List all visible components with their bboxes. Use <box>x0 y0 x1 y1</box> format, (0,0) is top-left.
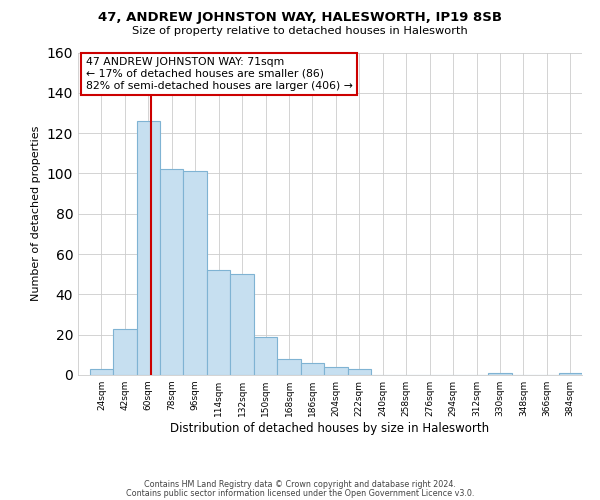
Bar <box>488 373 512 375</box>
Bar <box>301 363 324 375</box>
Bar <box>324 367 347 375</box>
Bar <box>254 336 277 375</box>
Bar <box>90 369 113 375</box>
Text: 47 ANDREW JOHNSTON WAY: 71sqm
← 17% of detached houses are smaller (86)
82% of s: 47 ANDREW JOHNSTON WAY: 71sqm ← 17% of d… <box>86 58 352 90</box>
Bar <box>184 172 207 375</box>
Bar <box>230 274 254 375</box>
Bar <box>207 270 230 375</box>
Bar <box>160 170 184 375</box>
Bar <box>347 369 371 375</box>
Text: Contains public sector information licensed under the Open Government Licence v3: Contains public sector information licen… <box>126 488 474 498</box>
Y-axis label: Number of detached properties: Number of detached properties <box>31 126 41 302</box>
Bar <box>559 373 582 375</box>
X-axis label: Distribution of detached houses by size in Halesworth: Distribution of detached houses by size … <box>170 422 490 435</box>
Bar <box>137 121 160 375</box>
Text: 47, ANDREW JOHNSTON WAY, HALESWORTH, IP19 8SB: 47, ANDREW JOHNSTON WAY, HALESWORTH, IP1… <box>98 11 502 24</box>
Text: Size of property relative to detached houses in Halesworth: Size of property relative to detached ho… <box>132 26 468 36</box>
Bar <box>277 359 301 375</box>
Text: Contains HM Land Registry data © Crown copyright and database right 2024.: Contains HM Land Registry data © Crown c… <box>144 480 456 489</box>
Bar <box>113 328 137 375</box>
